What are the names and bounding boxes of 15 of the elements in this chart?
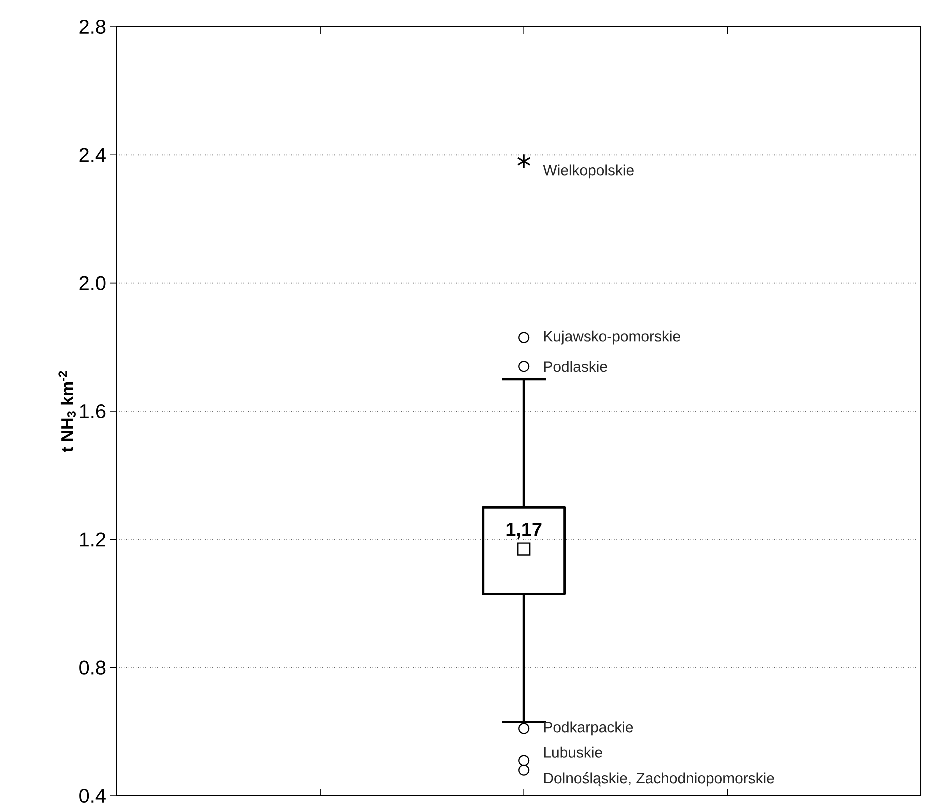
annotation: Dolnośląskie, Zachodniopomorskie <box>544 772 774 787</box>
y-axis-title: t NH$_{3}$ km$^{-2}$ <box>58 371 76 452</box>
annotation: Podkarpackie <box>544 722 634 736</box>
annotation: 1,17 <box>506 523 542 540</box>
y-tick-label: 1.6 <box>80 404 106 419</box>
y-tick-label: 2.8 <box>80 20 106 34</box>
y-tick-label: 2.4 <box>80 148 106 162</box>
y-tick-label: 0.4 <box>80 788 106 804</box>
y-tick-label: 1.2 <box>80 532 106 547</box>
annotation: Lubuskie <box>544 746 602 758</box>
y-tick-label: 0.8 <box>80 660 106 675</box>
y-tick-label: 2.0 <box>80 276 106 290</box>
annotation: Podlaskie <box>544 361 608 372</box>
annotation: Wielkopolskie <box>543 164 634 179</box>
annotation: Kujawsko-pomorskie <box>544 330 680 345</box>
